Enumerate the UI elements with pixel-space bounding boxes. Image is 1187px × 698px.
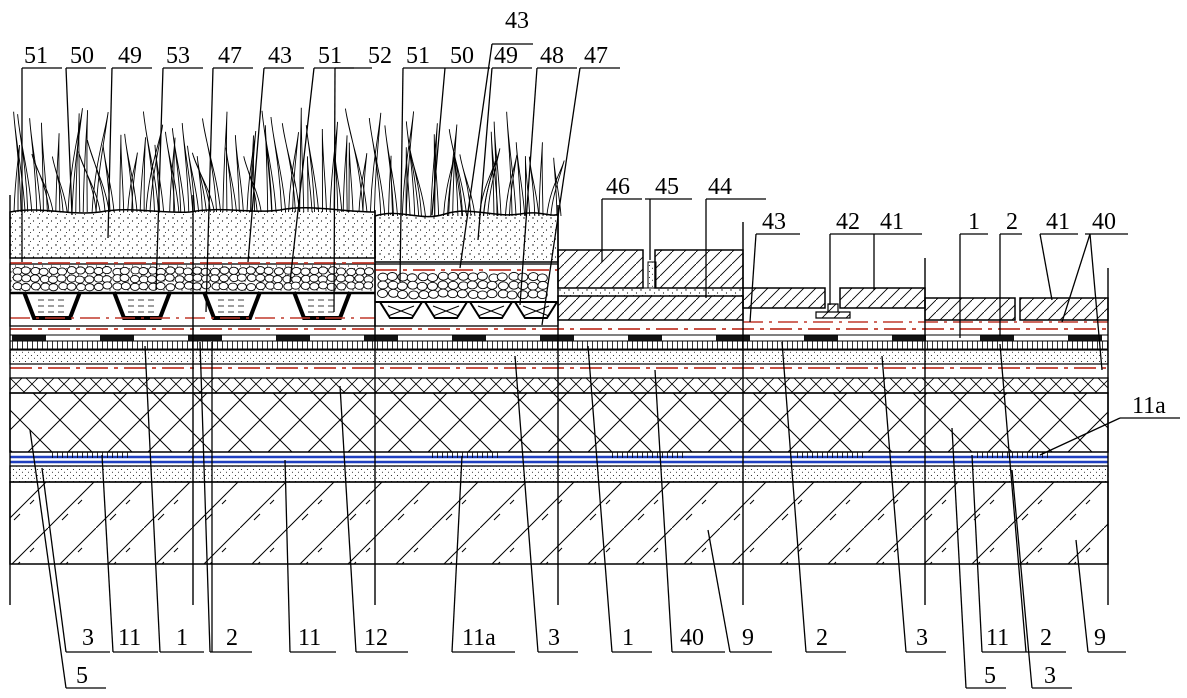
label-1-b1: 1 bbox=[176, 625, 188, 651]
mesh-strips-11a bbox=[52, 452, 1052, 458]
label-51c: 51 bbox=[406, 43, 430, 69]
label-2-b2: 2 bbox=[816, 625, 828, 651]
label-40-bottom: 40 bbox=[680, 625, 704, 651]
label-43b: 43 bbox=[505, 8, 529, 34]
insulation-board-12 bbox=[9, 377, 1109, 394]
label-45: 45 bbox=[655, 174, 679, 200]
label-44: 44 bbox=[708, 174, 732, 200]
label-3b: 3 bbox=[548, 625, 560, 651]
concrete-slab bbox=[9, 481, 1109, 565]
label-43a: 43 bbox=[268, 43, 292, 69]
label-51a: 51 bbox=[24, 43, 48, 69]
thermal-insulation bbox=[9, 392, 1109, 453]
label-3c: 3 bbox=[916, 625, 928, 651]
heating-foil-1 bbox=[9, 340, 1109, 350]
label-49b: 49 bbox=[494, 43, 518, 69]
label-50a: 50 bbox=[70, 43, 94, 69]
label-47a: 47 bbox=[218, 43, 242, 69]
label-53: 53 bbox=[166, 43, 190, 69]
label-2-top: 2 bbox=[1006, 209, 1018, 235]
label-9b: 9 bbox=[1094, 625, 1106, 651]
section-dividers bbox=[9, 195, 1109, 605]
label-52: 52 bbox=[368, 43, 392, 69]
leader-lines-top bbox=[21, 43, 1180, 456]
label-43c: 43 bbox=[762, 209, 786, 235]
paving-section bbox=[557, 249, 744, 321]
label-1-b2: 1 bbox=[622, 625, 634, 651]
label-49a: 49 bbox=[118, 43, 142, 69]
label-2-b3: 2 bbox=[1040, 625, 1052, 651]
label-11-b1: 11 bbox=[118, 625, 141, 651]
label-41b: 41 bbox=[1046, 209, 1070, 235]
label-46: 46 bbox=[606, 174, 630, 200]
label-5b: 5 bbox=[984, 663, 996, 689]
reference-labels-bottom: 3 11 1 2 11 12 11a 3 1 40 9 2 3 11 2 9 5… bbox=[76, 625, 1106, 689]
decking-section bbox=[742, 287, 1109, 323]
levelling-layer-3 bbox=[9, 349, 1109, 365]
label-51b: 51 bbox=[318, 43, 342, 69]
label-1-top: 1 bbox=[968, 209, 980, 235]
label-3d: 3 bbox=[1044, 663, 1056, 689]
label-42: 42 bbox=[836, 209, 860, 235]
label-5a: 5 bbox=[76, 663, 88, 689]
label-48: 48 bbox=[540, 43, 564, 69]
label-11a-right: 11a bbox=[1132, 393, 1166, 419]
label-11a-bottom: 11a bbox=[462, 625, 496, 651]
label-11-b2: 11 bbox=[298, 625, 321, 651]
label-9a: 9 bbox=[742, 625, 754, 651]
leader-lines-bottom bbox=[29, 341, 1126, 689]
label-40-top: 40 bbox=[1092, 209, 1116, 235]
screed-layer bbox=[9, 465, 1109, 483]
label-41a: 41 bbox=[880, 209, 904, 235]
label-50b: 50 bbox=[450, 43, 474, 69]
label-11-b3: 11 bbox=[986, 625, 1009, 651]
label-47b: 47 bbox=[584, 43, 608, 69]
label-12: 12 bbox=[364, 625, 388, 651]
reference-labels-top: 51 50 49 53 47 43 51 52 51 50 43 49 48 4… bbox=[24, 8, 1166, 419]
pedestal-42 bbox=[815, 303, 851, 319]
label-2-b1: 2 bbox=[226, 625, 238, 651]
heating-plates-2 bbox=[10, 334, 1108, 341]
green-roof-middle bbox=[374, 210, 559, 327]
label-3a: 3 bbox=[82, 625, 94, 651]
